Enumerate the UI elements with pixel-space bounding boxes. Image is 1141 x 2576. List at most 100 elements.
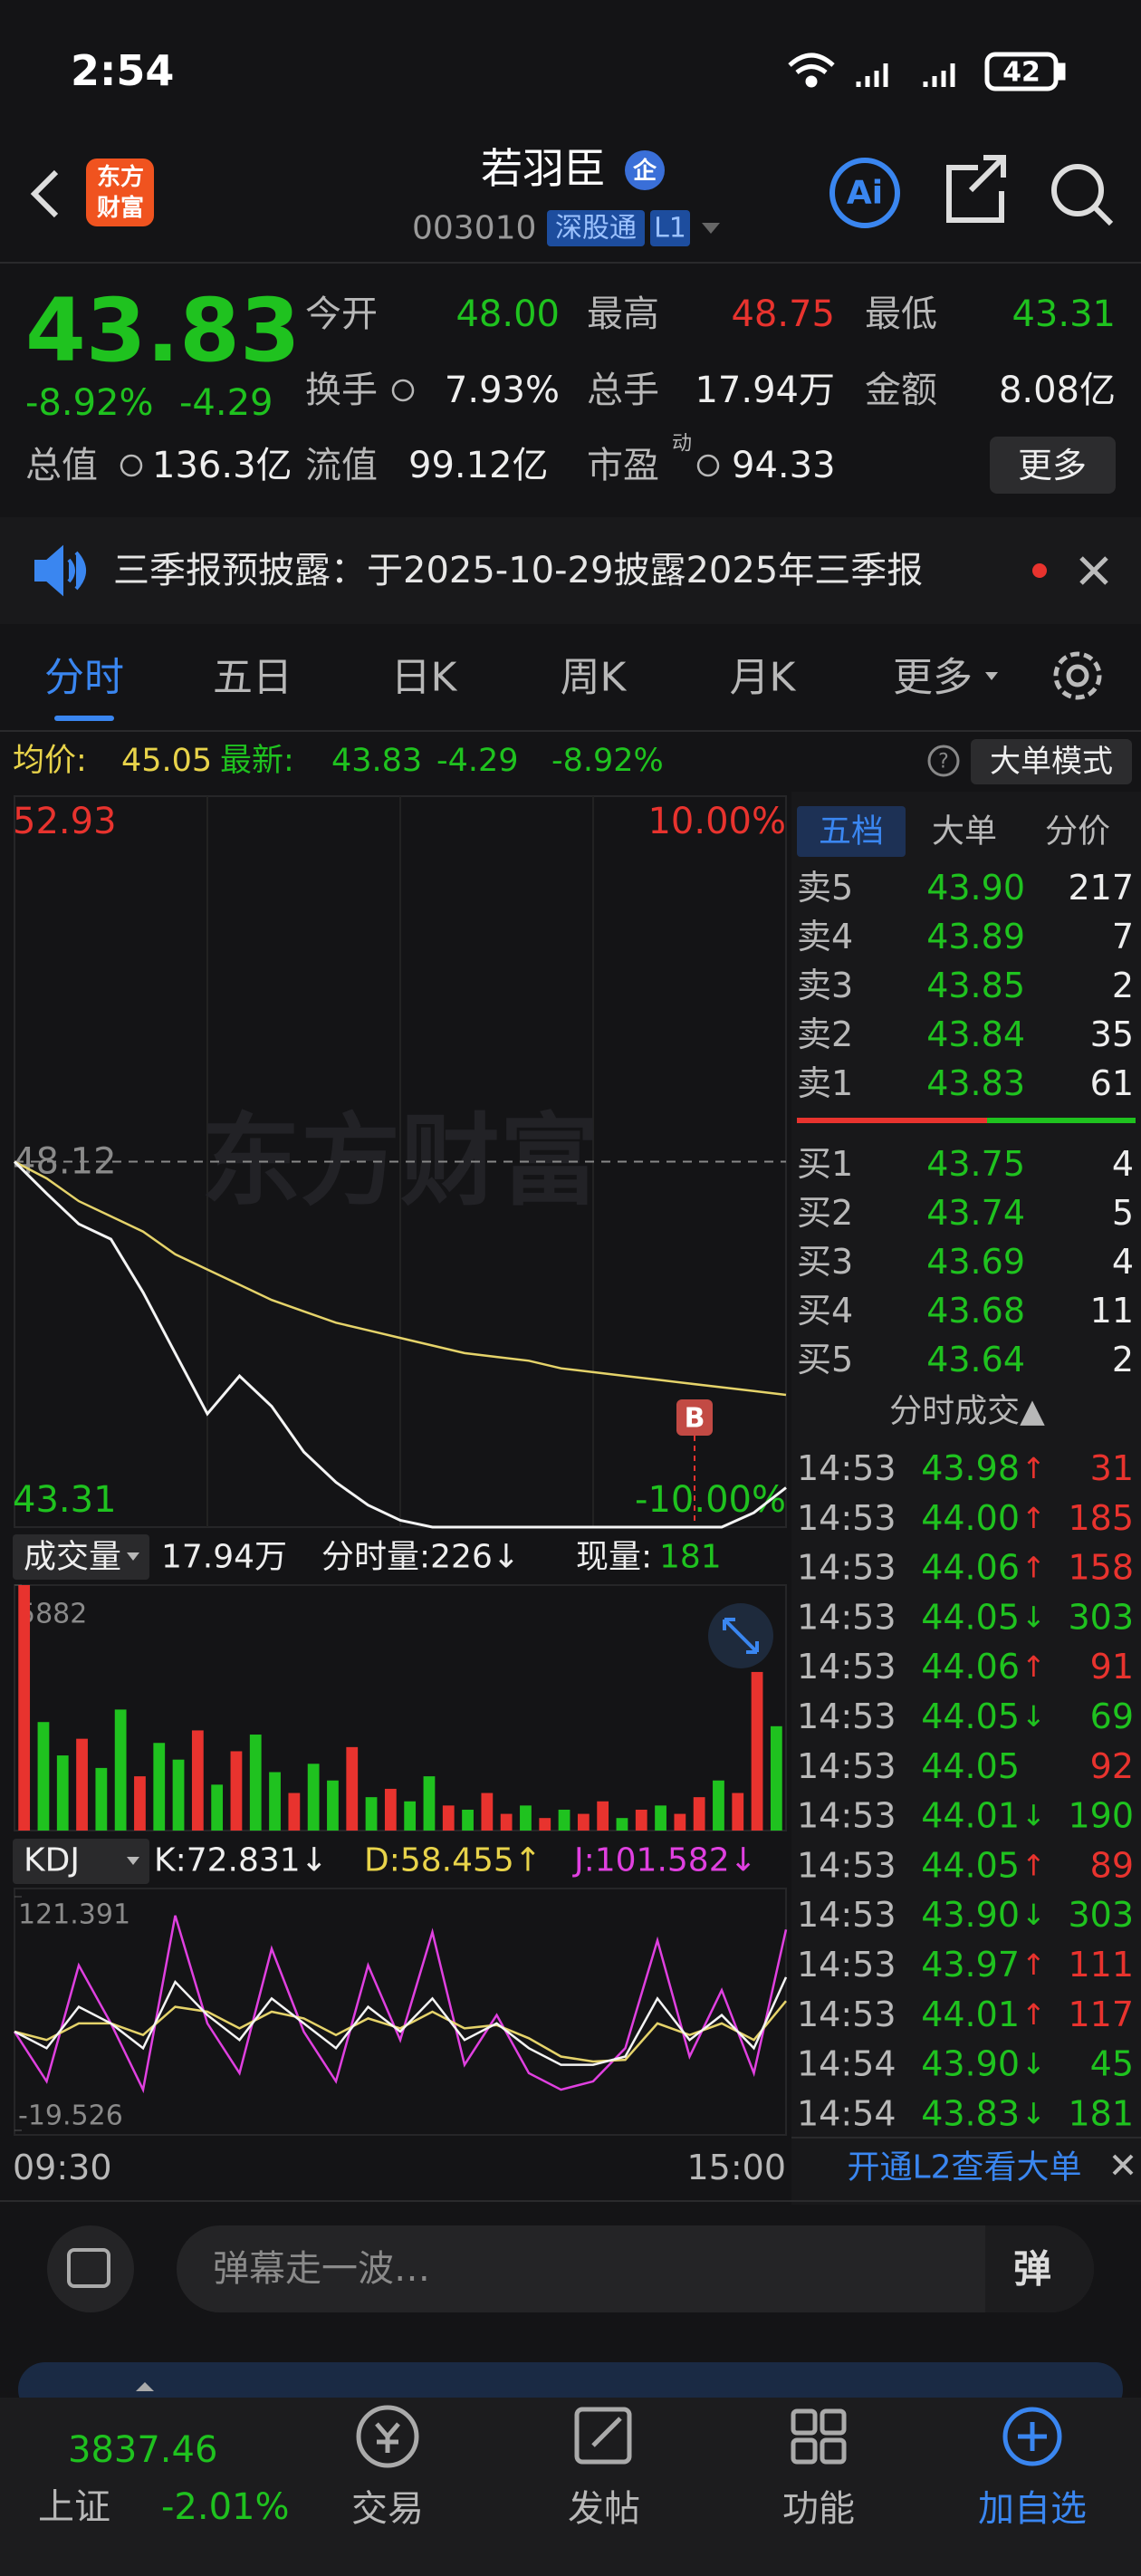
volume-bar [172,1759,185,1831]
bottom-nav [0,2398,1141,2576]
stat-label: 换手 [305,370,378,411]
close-l2[interactable] [1112,2154,1134,2176]
trade-time: 14:53 [797,1548,896,1588]
volume-bar [713,1780,724,1831]
last-label: 最新: [220,743,294,779]
avg-value: 45.05 [121,743,212,779]
send-button[interactable] [985,2225,1094,2312]
bid-label: 买2 [797,1193,853,1233]
expand-button[interactable] [708,1603,773,1668]
trade-volume: 31 [1090,1448,1134,1488]
volume-bar [732,1793,744,1831]
trades-title: 分时成交▲ [889,1393,1045,1430]
volume-bar [751,1671,763,1831]
share-button[interactable] [946,155,1006,223]
stat-value: 48.00 [455,293,560,335]
volume-bar [211,1784,224,1831]
volume-bar [76,1738,88,1831]
ai-button[interactable]: Ai [829,158,900,228]
more-button[interactable] [990,437,1116,494]
comment-input[interactable] [177,2225,1094,2312]
danmaku-settings[interactable] [47,2225,134,2312]
trade-direction: ↑ [1021,1649,1046,1684]
marker-label: B [685,1403,705,1435]
volume-title: 成交量 [24,1539,121,1576]
y-tick-label: 52.93 [13,801,117,842]
notice-bar [0,517,1141,624]
settings-button[interactable] [1053,651,1102,700]
stat-value: 8.08亿 [999,370,1116,411]
volume-select[interactable] [13,1534,149,1580]
nav-label: 交易 [351,2488,424,2530]
mode-button[interactable] [971,739,1132,784]
stat-value: 94.33 [732,445,836,486]
stat-sup: 动 [672,433,692,456]
tab: 周K [561,655,628,701]
stat-label: 市盈 [587,445,659,486]
l2-link: 开通L2查看大单 [848,2149,1082,2187]
ask-label: 卖2 [797,1014,853,1054]
now-volume: 181 [659,1539,722,1576]
ask-volume: 61 [1090,1063,1134,1103]
k-label: K:72.831↓ [154,1842,328,1879]
info-icon[interactable] [120,454,143,477]
badge: 企 [633,157,657,185]
tag: L1 [654,213,686,245]
volume-bar [558,1809,570,1831]
kdj-frame [14,1888,787,2136]
last-change: -4.29 [436,743,519,779]
info-icon[interactable] [696,454,720,477]
trade-time: 14:53 [797,1448,896,1488]
book-tab: 大单 [932,813,997,851]
volume-bar [365,1797,378,1831]
help-icon[interactable] [927,745,960,777]
trade-volume: 69 [1090,1697,1134,1736]
trade-volume: 190 [1068,1796,1134,1836]
bid-volume: 5 [1112,1193,1134,1233]
tag-box [650,210,690,246]
index-name: 上证 [38,2486,110,2528]
stat-value: 17.94万 [695,370,835,411]
volume-bar [37,1722,50,1831]
kdj-title: KDJ [24,1842,80,1879]
ask-label: 卖5 [797,868,853,908]
tab-underline [54,716,114,721]
volume-bar [616,1818,628,1831]
tag-box [547,210,645,246]
book-tab: 五档 [819,813,884,851]
indicator-select[interactable] [13,1839,149,1884]
volume-bar [635,1809,647,1831]
tab: 更多 [893,655,973,701]
ask-price: 43.83 [926,1063,1025,1103]
tab: 五日 [213,655,292,701]
close-notice[interactable] [1079,556,1108,585]
trade-price: 44.06 [921,1647,1020,1687]
trade-time: 14:53 [797,1697,896,1736]
ask-price: 43.90 [926,868,1025,908]
select-arrow [127,1857,139,1865]
trade-volume: 185 [1068,1498,1134,1538]
order-panel [791,792,1141,2205]
last-price: 43.83 [25,280,301,381]
trade-volume: 158 [1068,1548,1134,1588]
volume-bar [462,1809,474,1831]
info-icon[interactable] [391,379,415,402]
trade-direction: ↓ [1021,2047,1046,2081]
bid-price: 43.69 [926,1242,1025,1282]
search-button[interactable] [1051,164,1114,226]
dropdown[interactable] [702,223,720,234]
trade-time: 14:54 [797,2093,896,2133]
nav-icons [356,2405,1062,2468]
volume-bar [404,1801,417,1831]
trade-volume: 303 [1068,1895,1134,1935]
ask-price: 43.89 [926,917,1025,956]
volume-bar [500,1813,513,1831]
marker-box [676,1399,713,1436]
y-tick-label: 43.31 [13,1479,117,1521]
trade-volume: 91 [1090,1647,1134,1687]
bid-price: 43.64 [926,1340,1025,1379]
back-button[interactable] [30,169,59,218]
index-arrow [136,2382,154,2391]
trade-direction: ↑ [1021,1551,1046,1585]
